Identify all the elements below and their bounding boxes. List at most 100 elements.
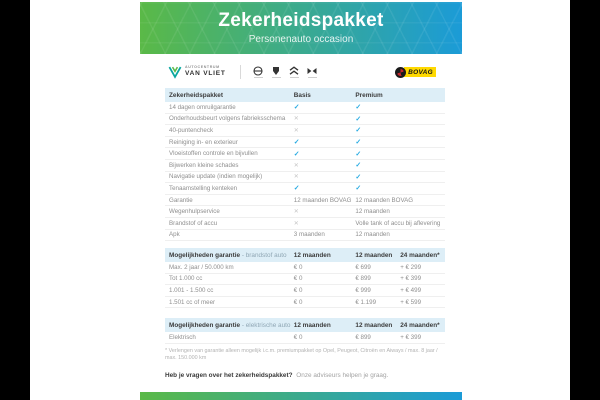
cell-value: 12 maanden BOVAG xyxy=(293,196,352,204)
check-icon: ✓ xyxy=(355,104,362,112)
cell-value: + € 399 xyxy=(400,333,422,341)
brand-caption xyxy=(289,77,299,79)
check-icon: ✓ xyxy=(355,185,362,193)
cell-value: € 999 xyxy=(355,286,371,294)
row-label: Max. 2 jaar / 50.000 km xyxy=(169,263,234,271)
cell-value: Volle tank of accu bij aflevering xyxy=(355,219,441,227)
column-header-12m-premium: 12 maanden xyxy=(355,321,393,329)
table-row: Tenaamstelling kenteken ✓ ✓ xyxy=(165,183,445,195)
column-header-basis: Basis xyxy=(293,91,311,99)
cross-icon: ✕ xyxy=(293,174,299,181)
cell-value: € 0 xyxy=(293,263,303,271)
table-row: Vloeistoffen controle en bijvullen ✓ ✓ xyxy=(165,148,445,160)
brand-logos xyxy=(253,66,318,79)
cell-value: € 899 xyxy=(355,275,371,283)
cell-value: € 0 xyxy=(293,333,303,341)
fuel-table-header: Mogelijkheden garantie - brandstof auto … xyxy=(165,248,445,262)
table-row: Brandstof of accu ✕ Volle tank of accu bij… xyxy=(165,218,445,230)
row-label: Brandstof of accu xyxy=(169,219,218,227)
cell-value: 12 maanden xyxy=(355,208,390,216)
cell-value: € 899 xyxy=(355,333,371,341)
column-header-fuel: Mogelijkheden garantie - brandstof auto xyxy=(169,251,287,259)
footer-question-rest: Onze adviseurs helpen je graag. xyxy=(296,372,389,379)
dealer-name-top: AUTOCENTRUM xyxy=(185,65,220,70)
package-table-header: Zekerheidspakket Basis Premium xyxy=(165,88,445,102)
row-label: Wegenhulpservice xyxy=(169,208,220,216)
row-label: Tot 1.000 cc xyxy=(169,275,203,283)
row-label: Bijwerken kleine schades xyxy=(169,161,239,169)
citroen-icon xyxy=(289,66,300,79)
row-label: Elektrisch xyxy=(169,333,196,341)
page-subtitle: Personenauto occasion xyxy=(248,34,354,45)
cell-value: + € 599 xyxy=(400,298,422,306)
table-row: Max. 2 jaar / 50.000 km € 0 € 699 + € 299 xyxy=(165,262,445,274)
footer-question: Heb je vragen over het zekerheidspakket?… xyxy=(165,372,465,379)
brand-caption xyxy=(307,77,317,79)
column-header-package: Zekerheidspakket xyxy=(169,91,223,99)
dealer-name-bottom: VAN VLIET xyxy=(185,70,226,78)
bovag-label: BOVAG xyxy=(404,67,436,77)
row-label: 1.001 - 1.500 cc xyxy=(169,286,214,294)
fuel-warranty-table: Mogelijkheden garantie - brandstof auto … xyxy=(165,248,445,309)
table-row: 1.001 - 1.500 cc € 0 € 999 + € 499 xyxy=(165,285,445,297)
cell-value: 3 maanden xyxy=(293,231,325,239)
package-table-rows: 14 dagen omruilgarantie ✓ ✓ Onderhoudsbeurt… xyxy=(165,102,445,242)
brand-caption xyxy=(253,77,263,79)
page-title: Zekerheidspakket xyxy=(218,10,384,31)
table-row: Garantie 12 maanden BOVAG 12 maanden BOVAG xyxy=(165,195,445,207)
table-row: Onderhoudsbeurt volgens fabrieksschema ✕ ✓ xyxy=(165,114,445,126)
dealer-logo: AUTOCENTRUM VAN VLIET xyxy=(168,65,226,79)
row-label: Garantie xyxy=(169,196,193,204)
van-vliet-v-icon xyxy=(168,66,182,79)
cell-value: 12 maanden BOVAG xyxy=(355,196,414,204)
peugeot-icon xyxy=(271,66,282,79)
table-row: Apk 3 maanden 12 maanden xyxy=(165,230,445,242)
cross-icon: ✕ xyxy=(293,209,299,216)
electric-warranty-table: Mogelijkheden garantie - elektrische aut… xyxy=(165,318,445,344)
logo-divider xyxy=(239,65,241,79)
ds-icon xyxy=(307,66,318,79)
column-header-electric: Mogelijkheden garantie - elektrische aut… xyxy=(169,321,291,329)
cell-value: € 699 xyxy=(355,263,371,271)
row-label: 14 dagen omruilgarantie xyxy=(169,103,236,111)
check-icon: ✓ xyxy=(355,139,362,147)
cross-icon: ✕ xyxy=(293,116,299,123)
table-row: Wegenhulpservice ✕ 12 maanden xyxy=(165,206,445,218)
electric-table-rows: Elektrisch € 0 € 899 + € 399 xyxy=(165,332,445,344)
check-icon: ✓ xyxy=(355,162,362,170)
cell-value: € 1.199 xyxy=(355,298,377,306)
footer-question-bold: Heb je vragen over het zekerheidspakket? xyxy=(165,372,293,379)
check-icon: ✓ xyxy=(293,104,300,112)
column-header-12m-premium: 12 maanden xyxy=(355,251,393,259)
table-row: Navigatie update (indien mogelijk) ✕ ✓ xyxy=(165,172,445,184)
footnote: * Verlengen van garantie alleen mogelijk… xyxy=(165,348,438,361)
flyer-page: Zekerheidspakket Personenauto occasion A… xyxy=(30,0,570,400)
row-label: Vloeistoffen controle en bijvullen xyxy=(169,150,258,158)
bovag-emblem-icon xyxy=(395,66,407,78)
cell-value: + € 299 xyxy=(400,263,422,271)
opel-icon xyxy=(253,66,264,79)
electric-table-header: Mogelijkheden garantie - elektrische aut… xyxy=(165,318,445,332)
check-icon: ✓ xyxy=(293,185,300,193)
row-label: 40-puntencheck xyxy=(169,126,214,134)
cross-icon: ✕ xyxy=(293,162,299,169)
cell-value: + € 399 xyxy=(400,275,422,283)
column-header-premium: Premium xyxy=(355,91,383,99)
cell-value: € 0 xyxy=(293,275,303,283)
table-row: Tot 1.000 cc € 0 € 899 + € 399 xyxy=(165,274,445,286)
logo-row: AUTOCENTRUM VAN VLIET xyxy=(165,59,450,85)
package-table: Zekerheidspakket Basis Premium 14 dagen … xyxy=(165,88,445,242)
dealer-name: AUTOCENTRUM VAN VLIET xyxy=(185,66,226,77)
check-icon: ✓ xyxy=(293,150,300,158)
column-header-24m: 24 maanden* xyxy=(400,321,440,329)
row-label: Tenaamstelling kenteken xyxy=(169,184,238,192)
check-icon: ✓ xyxy=(293,139,300,147)
cross-icon: ✕ xyxy=(293,127,299,134)
table-row: 1.501 cc of meer € 0 € 1.199 + € 599 xyxy=(165,297,445,309)
check-icon: ✓ xyxy=(355,115,362,123)
bovag-logo: BOVAG xyxy=(395,66,436,78)
column-header-24m: 24 maanden* xyxy=(400,251,440,259)
footer-gradient-bar xyxy=(140,392,462,400)
cross-icon: ✕ xyxy=(293,220,299,227)
